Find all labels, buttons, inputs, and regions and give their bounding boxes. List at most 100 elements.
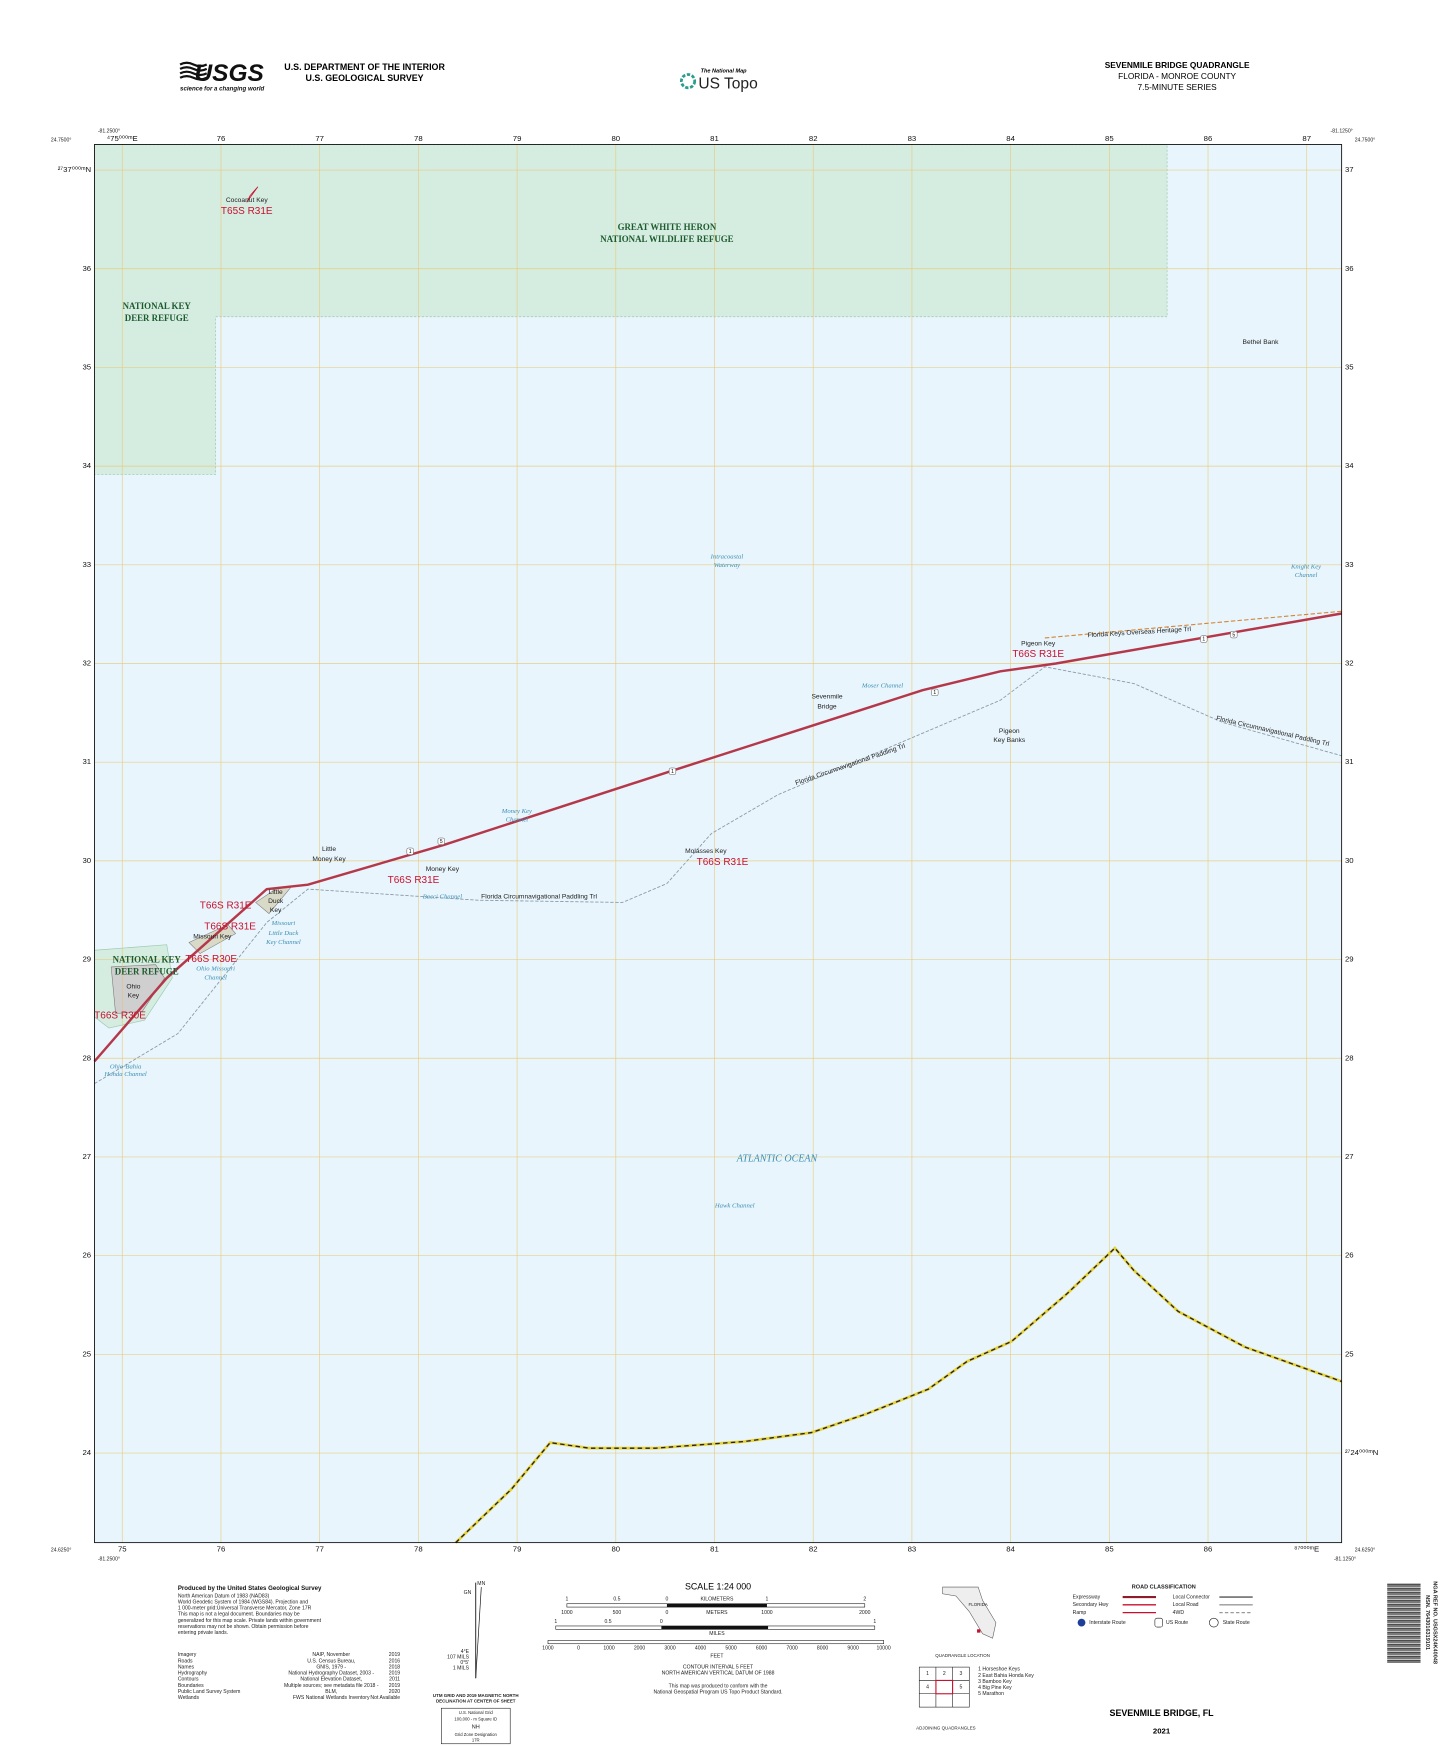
grid-box-text: 100,000 - m Square ID — [454, 1716, 497, 1721]
easting-label: ⁴75⁰⁰⁰ᵐE — [107, 134, 138, 143]
corner-coordinate: 24.6250° — [51, 1548, 72, 1554]
easting-label: 81 — [710, 134, 719, 143]
place-name: NATIONAL KEY — [113, 954, 182, 964]
map-frame — [94, 144, 1343, 1544]
route-shield — [1230, 631, 1238, 639]
road-title: ROAD CLASSIFICATION — [1132, 1585, 1196, 1591]
northing-label: 33 — [1345, 560, 1354, 569]
interstate-shield — [1077, 1618, 1086, 1627]
locator-marker — [977, 1629, 981, 1633]
northing-label: 34 — [83, 461, 92, 470]
barcode-bar — [1387, 1649, 1421, 1650]
barcode-bar — [1387, 1655, 1421, 1657]
source-name: Hydrography — [178, 1671, 208, 1677]
source-name: Boundaries — [178, 1683, 204, 1689]
northing-label: 35 — [1345, 362, 1354, 371]
place-name: T66S R31E — [200, 900, 252, 911]
place-name: Pigeon — [999, 728, 1020, 735]
barcode-bar — [1387, 1599, 1421, 1601]
road-samples — [1122, 1595, 1253, 1614]
barcode-bar — [1387, 1634, 1421, 1635]
place-name: Ohio — [126, 984, 140, 991]
heritage-trail — [1044, 610, 1342, 639]
source-origin: Multiple sources; see metadata file 2018… — [284, 1683, 379, 1689]
adjoining-cell: 1 — [926, 1671, 929, 1677]
northing-label: ²⁷37⁰⁰⁰ᵐN — [58, 165, 91, 174]
barcode-bar — [1387, 1629, 1421, 1630]
note-line: North American Datum of 1983 (NAD83) — [178, 1593, 270, 1599]
quad-title-line: 7.5-MINUTE SERIES — [1138, 82, 1218, 92]
route-shield — [437, 837, 445, 845]
barcode-bar — [1387, 1583, 1421, 1585]
barcode-bar — [1387, 1615, 1421, 1617]
source-date: 2011 — [389, 1677, 400, 1683]
mile-bar-fill — [661, 1625, 769, 1630]
northing-label: 25 — [1345, 1349, 1354, 1358]
barcode-bar — [1387, 1623, 1421, 1625]
barcode-bar — [1387, 1633, 1421, 1634]
northing-label: 32 — [83, 659, 92, 668]
feet-bar — [547, 1640, 884, 1645]
place-name: T66S R30E — [94, 1010, 146, 1021]
place-name: Channel — [1295, 572, 1318, 579]
map-body — [93, 144, 1343, 1544]
quad-title-line: FLORIDA - MONROE COUNTY — [1118, 71, 1236, 81]
note-line: reservations may not be shown. Obtain pe… — [178, 1624, 309, 1630]
contour-note: This map was produced to conform with th… — [669, 1683, 768, 1689]
place-name: DEER REFUGE — [125, 313, 189, 323]
feet-label: 0 — [577, 1646, 580, 1652]
easting-label: 85 — [1105, 134, 1114, 143]
usgs-tagline: science for a changing world — [180, 86, 264, 93]
place-name: Florida Circumnavigational Paddling Trl — [481, 894, 597, 901]
place-name: Little Duck — [268, 930, 300, 937]
us-topo-label: US Topo — [698, 76, 757, 93]
km-label: 0.5 — [613, 1597, 620, 1603]
place-name: Key Banks — [993, 737, 1025, 744]
northing-label: 29 — [83, 955, 92, 964]
barcode-text: NSN. 7643016319101 — [1424, 1595, 1430, 1650]
grid-box-text: NH — [472, 1725, 480, 1731]
contour-note: National Geospatial Program US Topo Prod… — [653, 1689, 782, 1695]
adjoining-name: 3 Bamboo Key — [978, 1679, 1012, 1685]
km-bar-fill — [666, 1603, 767, 1608]
northing-label: 28 — [83, 1053, 92, 1062]
place-name: Money Key — [426, 866, 460, 873]
northing-label: 27 — [1345, 1152, 1354, 1161]
barcode-bar — [1387, 1595, 1421, 1597]
agency-line: U.S. GEOLOGICAL SURVEY — [306, 73, 424, 83]
source-date: 2020 — [389, 1689, 401, 1695]
easting-label: 78 — [414, 134, 423, 143]
easting-label: 83 — [908, 134, 917, 143]
km-label: 1 — [565, 1597, 568, 1603]
barcode-bar — [1387, 1658, 1421, 1659]
mile-label: 0.5 — [604, 1619, 611, 1625]
corner-coordinate: -81.1250° — [1334, 1557, 1356, 1563]
place-name: Little — [322, 846, 336, 853]
scale-title: SCALE 1:24 000 — [685, 1581, 751, 1591]
florida-locator — [942, 1586, 997, 1639]
barcode-bar — [1387, 1597, 1421, 1598]
barcode-bar — [1387, 1653, 1421, 1654]
place-name: Ohio Missouri — [196, 966, 235, 973]
grid-box-text: 17R — [472, 1738, 480, 1743]
note-line: 1 000-meter grid:Universal Transverse Me… — [178, 1606, 312, 1612]
place-name: Bridge — [817, 704, 837, 711]
place-name: Missouri Key — [193, 934, 232, 941]
us-route-1 — [93, 612, 1342, 1063]
place-name: Channel — [204, 975, 227, 982]
feet-label: 7000 — [786, 1646, 798, 1652]
road-class: 4WD — [1173, 1610, 1185, 1616]
feet-label: 1000 — [603, 1646, 615, 1652]
barcode-bar — [1387, 1598, 1421, 1599]
northing-label: 33 — [83, 560, 92, 569]
easting-label: 79 — [513, 1544, 522, 1553]
state-name: FLORIDA — [969, 1602, 988, 1607]
northing-label: 30 — [83, 856, 92, 865]
barcode-bar — [1387, 1630, 1421, 1631]
sheet-title: SEVENMILE BRIDGE, FL — [1110, 1708, 1215, 1718]
easting-label: 82 — [809, 1544, 818, 1553]
national-map-label: The National Map — [701, 69, 748, 75]
barcode-bar — [1387, 1625, 1421, 1626]
route-number: 1 — [409, 849, 412, 855]
